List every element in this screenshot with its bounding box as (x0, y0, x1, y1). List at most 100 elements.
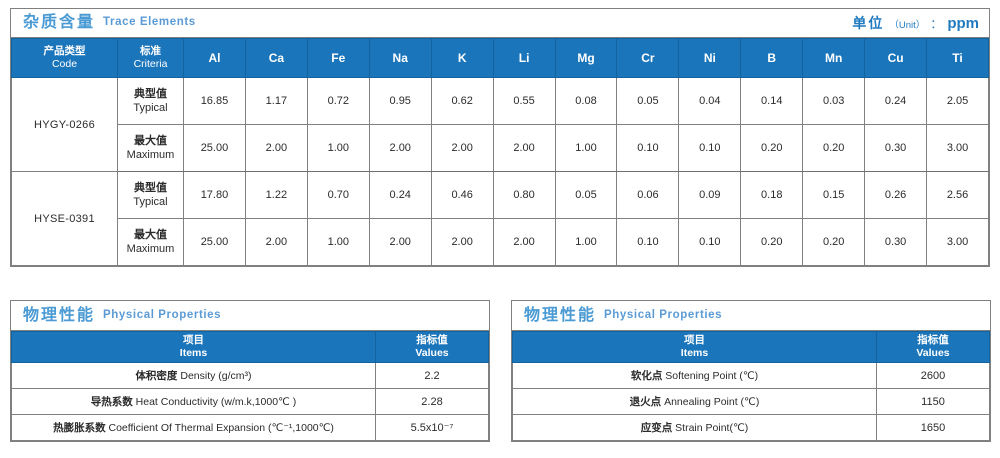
cell-value: 0.26 (864, 171, 928, 219)
cell-value: 0.18 (740, 171, 804, 219)
cell-value: 0.10 (678, 124, 742, 172)
column-header-element-li: Li (492, 38, 556, 78)
cell-value: 0.14 (740, 77, 804, 125)
column-header-values: 指标值 Values (876, 331, 990, 363)
cell-value: 1.22 (244, 171, 308, 219)
criteria-typical-en: Typical (133, 102, 168, 114)
cell-value: 2.00 (368, 124, 432, 172)
criteria-maximum-cn: 最大值 (134, 134, 167, 147)
cell-value: 0.15 (802, 171, 866, 219)
table-row: 体积密度 Density (g/cm³) 2.2 (11, 362, 489, 389)
physical-properties-table-left: 项目 Items 指标值 Values 体积密度 Density (g/cm³)… (11, 331, 489, 441)
column-header-values-en: Values (415, 347, 449, 359)
cell-value: 1.00 (554, 124, 618, 172)
cell-value: 17.80 (183, 171, 246, 219)
trace-elements-title-cn: 杂质含量 (23, 14, 96, 31)
column-header-element-al: Al (183, 38, 246, 78)
product-code-cell: HYGY-0266 (11, 77, 118, 172)
column-header-element-b: B (740, 38, 804, 78)
cell-value: 0.95 (368, 77, 432, 125)
cell-value: 0.46 (430, 171, 494, 219)
trace-table-header-row: 产品类型 Code 标准 Criteria Al Ca Fe Na K Li M… (11, 38, 989, 78)
cell-value: 0.09 (678, 171, 742, 219)
cell-value: 0.10 (678, 218, 742, 266)
criteria-typical-cn: 典型值 (134, 87, 167, 100)
column-header-values: 指标值 Values (375, 331, 489, 363)
column-header-items-cn: 项目 (183, 333, 204, 346)
cell-value: 2.00 (492, 124, 556, 172)
physical-properties-title-cn: 物理性能 (524, 306, 597, 324)
item-label-cn: 软化点 (630, 370, 663, 382)
criteria-typical-cn: 典型值 (134, 181, 167, 194)
column-header-element-ti: Ti (926, 38, 989, 78)
cell-value: 0.20 (740, 218, 804, 266)
cell-value: 1.00 (554, 218, 618, 266)
cell-value: 3.00 (926, 218, 989, 266)
item-label-cn: 退火点 (629, 396, 662, 408)
unit-label-en: （Unit） (889, 20, 926, 31)
table-row: 最大值 Maximum 25.00 2.00 1.00 2.00 2.00 2.… (12, 218, 989, 266)
cell-value: 0.24 (368, 171, 432, 219)
table-row: 软化点 Softening Point (℃) 2600 (512, 362, 990, 389)
cell-value: 2.00 (244, 218, 308, 266)
column-header-items: 项目 Items (512, 331, 877, 363)
cell-value: 2.00 (430, 218, 494, 266)
cell-value: 0.30 (864, 124, 928, 172)
cell-value: 2.56 (926, 171, 989, 219)
table-row: 导热系数 Heat Conductivity (w/m.k,1000℃ ) 2.… (11, 388, 489, 415)
criteria-cell-typical: 典型值 Typical (117, 171, 184, 219)
column-header-criteria: 标准 Criteria (117, 38, 184, 78)
unit-value: ppm (947, 15, 979, 32)
table-row: 应变点 Strain Point(℃) 1650 (512, 414, 990, 441)
physical-properties-title-bar-right: 物理性能 Physical Properties (512, 301, 990, 331)
item-cell: 体积密度 Density (g/cm³) (11, 362, 376, 389)
cell-value: 0.05 (616, 77, 680, 125)
column-header-code-en: Code (51, 58, 78, 70)
cell-value: 0.20 (802, 218, 866, 266)
cell-value: 0.80 (492, 171, 556, 219)
cell-value: 1.00 (306, 218, 370, 266)
column-header-criteria-cn: 标准 (140, 44, 161, 57)
item-label-en: Softening Point (℃) (665, 370, 759, 382)
value-cell: 5.5x10⁻⁷ (375, 414, 489, 441)
value-cell: 2.28 (375, 388, 489, 415)
cell-value: 25.00 (183, 218, 246, 266)
cell-value: 0.72 (306, 77, 370, 125)
physical-properties-panel-left: 物理性能 Physical Properties 项目 Items 指标值 Va… (10, 300, 490, 442)
column-header-items-en: Items (680, 347, 709, 359)
cell-value: 0.10 (616, 124, 680, 172)
cell-value: 0.05 (554, 171, 618, 219)
cell-value: 3.00 (926, 124, 989, 172)
trace-elements-panel: 杂质含量 Trace Elements 单位 （Unit） ： ppm 产品类型… (10, 8, 990, 267)
criteria-cell-maximum: 最大值 Maximum (117, 124, 184, 172)
cell-value: 0.03 (802, 77, 866, 125)
column-header-element-mn: Mn (802, 38, 866, 78)
cell-value: 2.05 (926, 77, 989, 125)
physical-properties-title-en: Physical Properties (103, 308, 222, 321)
value-cell: 1650 (876, 414, 990, 441)
physical-properties-panel-right: 物理性能 Physical Properties 项目 Items 指标值 Va… (511, 300, 991, 442)
column-header-items: 项目 Items (11, 331, 376, 363)
item-cell: 热膨胀系数 Coefficient Of Thermal Expansion (… (11, 414, 376, 441)
cell-value: 0.30 (864, 218, 928, 266)
cell-value: 0.06 (616, 171, 680, 219)
item-cell: 导热系数 Heat Conductivity (w/m.k,1000℃ ) (11, 388, 376, 415)
column-header-items-en: Items (179, 347, 208, 359)
table-row: HYGY-0266 典型值 Typical 16.85 1.17 0.72 0.… (11, 77, 989, 172)
value-cell: 2.2 (375, 362, 489, 389)
column-header-items-cn: 项目 (684, 333, 705, 346)
column-header-element-k: K (430, 38, 494, 78)
column-header-criteria-en: Criteria (133, 58, 168, 70)
unit-colon: ： (930, 17, 943, 31)
item-cell: 应变点 Strain Point(℃) (512, 414, 877, 441)
column-header-element-ca: Ca (244, 38, 308, 78)
item-label-en: Coefficient Of Thermal Expansion (℃⁻¹,10… (108, 422, 334, 434)
cell-value: 0.62 (430, 77, 494, 125)
table-row: HYSE-0391 典型值 Typical 17.80 1.22 0.70 0.… (11, 171, 989, 266)
cell-value: 16.85 (183, 77, 246, 125)
cell-value: 0.08 (554, 77, 618, 125)
cell-value: 0.24 (864, 77, 928, 125)
item-label-en: Annealing Point (℃) (664, 396, 760, 408)
table-header-row: 项目 Items 指标值 Values (512, 331, 990, 363)
item-label-en: Density (g/cm³) (180, 370, 252, 382)
